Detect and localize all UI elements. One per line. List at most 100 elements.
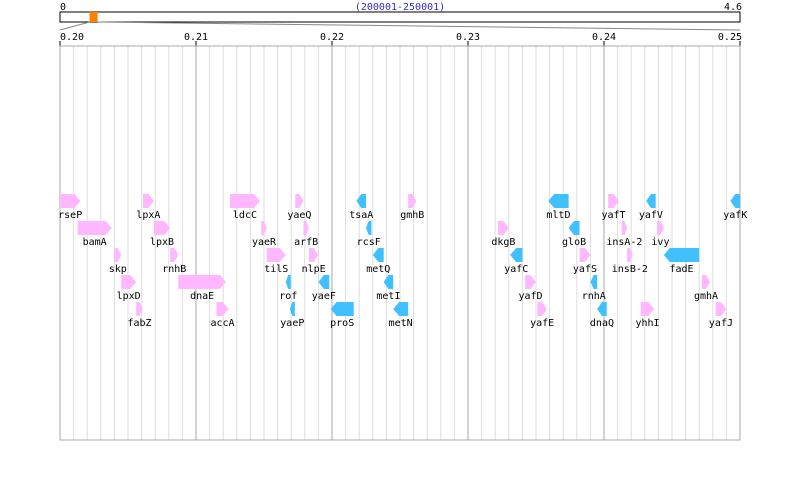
gene-arrow[interactable] (640, 302, 655, 316)
gene-ivy[interactable]: ivy (651, 221, 669, 248)
gene-arrow[interactable] (178, 275, 226, 289)
gene-arrow[interactable] (153, 221, 171, 235)
gene-label: metN (389, 318, 413, 329)
gene-arrow[interactable] (230, 194, 260, 208)
gene-dkgB[interactable]: dkgB (491, 221, 515, 248)
gene-arrow[interactable] (266, 248, 286, 262)
gene-arrow[interactable] (715, 302, 727, 316)
gene-track: rseP bamA skp lpxD fabZ lpxA lpxB rnhB dnaE accA l… (58, 194, 747, 329)
gene-yaeF[interactable]: yaeF (312, 275, 336, 302)
gene-arrow[interactable] (548, 194, 569, 208)
gene-gmhA[interactable]: gmhA (694, 275, 718, 302)
gene-arrow[interactable] (730, 194, 740, 208)
gene-yaeR[interactable]: yaeR (252, 221, 277, 248)
gene-skp[interactable]: skp (109, 248, 127, 275)
gene-arfB[interactable]: arfB (294, 221, 318, 248)
gene-fabZ[interactable]: fabZ (128, 302, 152, 329)
gene-arrow[interactable] (318, 275, 330, 289)
gene-fadE[interactable]: fadE (663, 248, 700, 275)
gene-yafE[interactable]: yafE (530, 302, 554, 329)
gene-metI[interactable]: metI (376, 275, 400, 302)
overview-bar[interactable] (59, 11, 741, 23)
gene-tilS[interactable]: tilS (264, 248, 288, 275)
gene-rnhA[interactable]: rnhA (582, 275, 606, 302)
gene-arrow[interactable] (383, 275, 394, 289)
gene-arrow[interactable] (372, 248, 384, 262)
gene-arrow[interactable] (408, 194, 417, 208)
gene-arrow[interactable] (627, 248, 633, 262)
gene-arrow[interactable] (701, 275, 711, 289)
gene-gmhB[interactable]: gmhB (400, 194, 424, 221)
gene-arrow[interactable] (261, 221, 267, 235)
gene-dnaE[interactable]: dnaE (178, 275, 226, 302)
gene-yaeP[interactable]: yaeP (280, 302, 304, 329)
gene-arrow[interactable] (285, 275, 291, 289)
gene-arrow[interactable] (646, 194, 656, 208)
gene-label: yaeF (312, 291, 336, 302)
ruler-tick-label: 0.22 (320, 32, 344, 43)
gene-arrow[interactable] (366, 221, 372, 235)
gene-arrow[interactable] (663, 248, 700, 262)
overview-highlight[interactable] (89, 12, 98, 22)
gene-arrow[interactable] (525, 275, 536, 289)
gene-rnhB[interactable]: rnhB (162, 248, 186, 275)
gene-lpxB[interactable]: lpxB (150, 221, 174, 248)
gene-arrow[interactable] (303, 221, 309, 235)
gene-arrow[interactable] (657, 221, 664, 235)
gene-label: dkgB (491, 237, 515, 248)
gene-arrow[interactable] (579, 248, 591, 262)
gene-arrow[interactable] (356, 194, 366, 208)
gene-dnaQ[interactable]: dnaQ (590, 302, 614, 329)
gene-arrow[interactable] (621, 221, 628, 235)
gene-arrow[interactable] (568, 221, 580, 235)
gene-yaeQ[interactable]: yaeQ (287, 194, 311, 221)
gene-mltD[interactable]: mltD (546, 194, 570, 221)
gene-arrow[interactable] (497, 221, 509, 235)
gene-gloB[interactable]: gloB (562, 221, 586, 248)
gene-proS[interactable]: proS (330, 302, 354, 329)
gene-arrow[interactable] (308, 248, 319, 262)
gene-arrow[interactable] (136, 302, 143, 316)
gene-arrow[interactable] (608, 194, 619, 208)
gene-arrow[interactable] (330, 302, 354, 316)
gene-yafT[interactable]: yafT (601, 194, 626, 221)
gene-label: tsaA (349, 210, 373, 221)
gene-arrow[interactable] (142, 194, 154, 208)
gene-arrow[interactable] (537, 302, 547, 316)
gene-accA[interactable]: accA (210, 302, 235, 329)
gene-bamA[interactable]: bamA (77, 221, 112, 248)
gene-rof[interactable]: rof (279, 275, 297, 302)
gene-arrow[interactable] (216, 302, 229, 316)
gene-yafJ[interactable]: yafJ (709, 302, 733, 329)
gene-lpxD[interactable]: lpxD (117, 275, 141, 302)
gene-metQ[interactable]: metQ (366, 248, 390, 275)
gene-arrow[interactable] (77, 221, 112, 235)
gene-yafV[interactable]: yafV (639, 194, 663, 221)
gene-arrow[interactable] (295, 194, 304, 208)
gene-arrow[interactable] (121, 275, 137, 289)
gene-arrow[interactable] (114, 248, 122, 262)
gene-arrow[interactable] (393, 302, 409, 316)
gene-arrow[interactable] (510, 248, 523, 262)
gene-yafC[interactable]: yafC (504, 248, 528, 275)
gene-lpxA[interactable]: lpxA (136, 194, 160, 221)
gene-rcsF[interactable]: rcsF (357, 221, 381, 248)
gene-nlpE[interactable]: nlpE (302, 248, 326, 275)
gene-insB-2[interactable]: insB-2 (612, 248, 648, 275)
gene-tsaA[interactable]: tsaA (349, 194, 373, 221)
gene-rseP[interactable]: rseP (58, 194, 82, 221)
gene-yafD[interactable]: yafD (519, 275, 543, 302)
gene-yafS[interactable]: yafS (573, 248, 597, 275)
track-border (59, 45, 741, 441)
gene-yafK[interactable]: yafK (723, 194, 747, 221)
gene-insA-2[interactable]: insA-2 (606, 221, 642, 248)
gene-ldcC[interactable]: ldcC (230, 194, 260, 221)
gene-label: rnhA (582, 291, 606, 302)
gene-arrow[interactable] (60, 194, 81, 208)
gene-metN[interactable]: metN (389, 302, 413, 329)
gene-yhhI[interactable]: yhhI (635, 302, 660, 329)
gene-arrow[interactable] (597, 302, 607, 316)
gene-arrow[interactable] (170, 248, 179, 262)
gene-arrow[interactable] (590, 275, 598, 289)
gene-arrow[interactable] (289, 302, 295, 316)
